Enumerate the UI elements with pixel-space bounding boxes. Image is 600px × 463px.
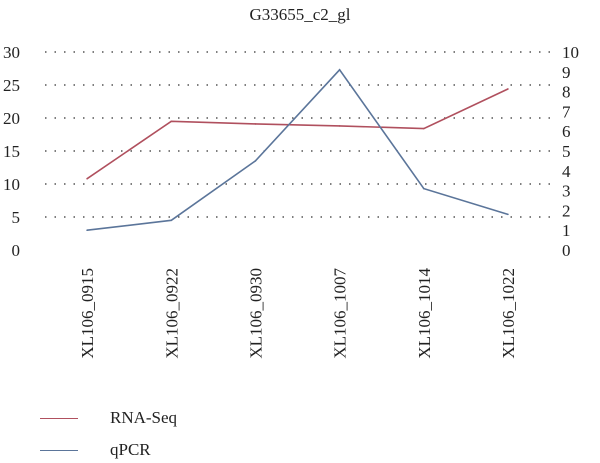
x-axis: XL106_0915 XL106_0922 XL106_0930 XL106_1007… <box>78 268 518 359</box>
data-point <box>254 160 257 162</box>
x-tick-label: XL106_1022 <box>499 268 518 359</box>
rna-seq-swatch <box>40 417 78 419</box>
series-lines <box>86 68 509 231</box>
right-tick-label: 8 <box>562 83 571 102</box>
x-tick-label: XL106_0915 <box>78 268 97 359</box>
right-tick-label: 2 <box>562 201 571 220</box>
legend-label: RNA-Seq <box>110 408 178 427</box>
data-point <box>170 120 173 123</box>
qpcr-swatch <box>40 449 78 451</box>
right-tick-label: 7 <box>562 102 571 121</box>
left-tick-label: 10 <box>3 175 20 194</box>
data-point <box>422 187 425 190</box>
data-point <box>170 219 173 222</box>
right-tick-label: 5 <box>562 142 571 161</box>
x-tick-label: XL106_1014 <box>415 268 434 359</box>
legend-label: qPCR <box>110 440 151 459</box>
data-point <box>507 213 509 216</box>
data-point <box>422 127 425 130</box>
x-tick-label: XL106_1007 <box>331 268 350 359</box>
right-tick-label: 1 <box>562 221 571 240</box>
right-tick-label: 6 <box>562 122 571 141</box>
grid-lines <box>45 51 550 218</box>
right-tick-label: 3 <box>562 182 571 201</box>
left-tick-label: 25 <box>3 76 20 95</box>
left-tick-label: 20 <box>3 109 20 128</box>
legend-item-qpcr: qPCR <box>40 440 151 460</box>
legend-item-rna-seq: RNA-Seq <box>40 408 177 428</box>
chart-title: G33655_c2_gl <box>249 5 350 24</box>
series-line-rna-seq <box>86 88 509 180</box>
left-tick-label: 30 <box>3 43 20 62</box>
series-line-qpcr <box>87 68 509 231</box>
right-tick-label: 9 <box>562 63 571 82</box>
data-point <box>254 123 257 125</box>
data-point <box>86 229 88 231</box>
left-y-axis: 0 5 10 15 20 25 30 <box>3 43 20 260</box>
x-tick-label: XL106_0922 <box>162 268 181 359</box>
data-point <box>338 69 341 71</box>
data-point <box>507 88 509 90</box>
data-point <box>86 177 88 180</box>
left-tick-label: 5 <box>12 208 21 227</box>
left-tick-label: 15 <box>3 142 20 161</box>
right-tick-label: 10 <box>562 43 579 62</box>
right-tick-label: 4 <box>562 162 571 181</box>
left-tick-label: 0 <box>12 241 21 260</box>
right-tick-label: 0 <box>562 241 571 260</box>
x-tick-label: XL106_0930 <box>246 268 265 359</box>
data-point <box>338 125 341 127</box>
